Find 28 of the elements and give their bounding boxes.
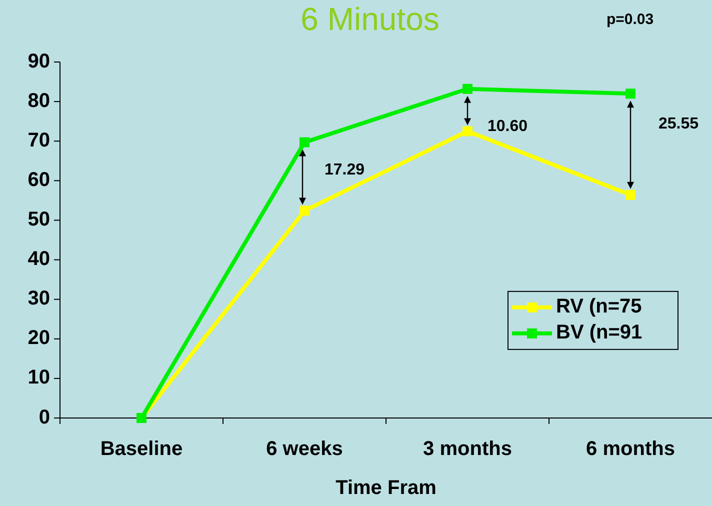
y-tick-label: 90 <box>28 50 50 72</box>
annotation: 17.29 <box>324 162 365 179</box>
y-tick-label: 80 <box>28 90 50 112</box>
legend-label: BV (n=91 <box>556 322 642 344</box>
chart-title: 6 Minutos <box>300 1 440 37</box>
point <box>462 84 472 94</box>
point <box>300 137 310 148</box>
y-tick-label: 40 <box>28 248 50 270</box>
y-tick-label: 20 <box>28 327 50 350</box>
annotation: 25.55 <box>658 115 699 133</box>
point <box>626 88 636 99</box>
x-tick-label: 6 months <box>586 438 675 460</box>
point <box>462 126 472 136</box>
y-tick-label: 50 <box>28 208 50 231</box>
x-tick-label: Baseline <box>100 438 183 460</box>
y-tick-label: 60 <box>28 168 50 191</box>
text: p=0.03 <box>606 11 654 28</box>
legend-label: RV (n=75 <box>556 296 642 318</box>
y-tick-label: 0 <box>38 406 50 428</box>
y-tick-label: 30 <box>28 288 50 310</box>
point <box>626 190 636 200</box>
x-tick-label: 3 months <box>423 438 512 460</box>
x-tick-label: 6 weeks <box>266 438 343 460</box>
annotation: 10.60 <box>487 118 528 136</box>
x-axis-title: Time Fram <box>336 477 436 499</box>
y-tick-label: 70 <box>28 129 50 152</box>
point <box>300 206 310 216</box>
y-tick-label: 10 <box>28 366 50 389</box>
